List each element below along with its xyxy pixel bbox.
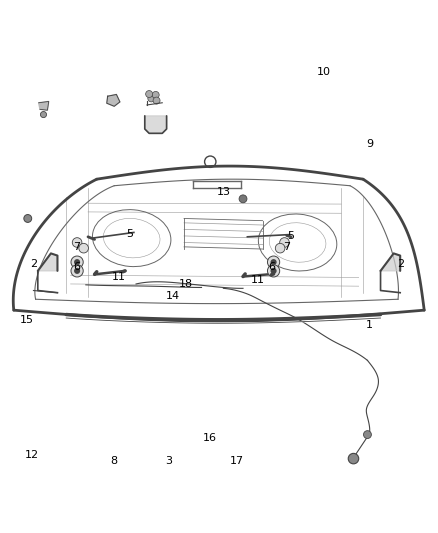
Text: 8: 8 <box>111 456 118 466</box>
Circle shape <box>280 238 289 247</box>
Circle shape <box>276 244 285 253</box>
Circle shape <box>239 195 247 203</box>
Polygon shape <box>107 94 120 106</box>
Polygon shape <box>381 253 400 271</box>
Circle shape <box>268 256 280 268</box>
Text: 6: 6 <box>268 262 275 271</box>
Polygon shape <box>39 101 49 110</box>
Text: 10: 10 <box>317 67 331 77</box>
Text: 15: 15 <box>20 315 34 325</box>
Text: 16: 16 <box>203 433 217 442</box>
Text: 5: 5 <box>287 231 294 241</box>
Text: 13: 13 <box>216 187 230 197</box>
Text: 1: 1 <box>366 320 373 330</box>
Text: 11: 11 <box>112 272 126 282</box>
Polygon shape <box>145 116 166 133</box>
Text: 18: 18 <box>179 279 193 289</box>
Circle shape <box>24 215 32 222</box>
Circle shape <box>271 259 277 265</box>
Text: 7: 7 <box>283 242 290 252</box>
Text: 6: 6 <box>74 262 81 271</box>
Circle shape <box>364 431 371 439</box>
Circle shape <box>146 91 152 98</box>
Circle shape <box>148 95 155 102</box>
Text: 9: 9 <box>366 139 373 149</box>
Circle shape <box>71 256 83 268</box>
Circle shape <box>79 244 88 253</box>
Circle shape <box>40 111 46 118</box>
Text: 14: 14 <box>166 291 180 301</box>
Text: 2: 2 <box>30 260 37 269</box>
Circle shape <box>74 268 80 274</box>
Circle shape <box>72 238 82 247</box>
Circle shape <box>152 92 159 99</box>
Text: 17: 17 <box>230 456 244 466</box>
Text: 11: 11 <box>251 274 265 285</box>
Text: 2: 2 <box>397 260 404 269</box>
Text: 5: 5 <box>126 229 133 239</box>
Circle shape <box>153 97 160 104</box>
Text: 7: 7 <box>74 242 81 252</box>
Circle shape <box>348 454 359 464</box>
Text: 3: 3 <box>165 456 172 466</box>
Circle shape <box>71 265 83 277</box>
Polygon shape <box>38 253 57 271</box>
Circle shape <box>74 259 80 265</box>
Circle shape <box>268 265 280 277</box>
Circle shape <box>271 268 277 274</box>
Text: 12: 12 <box>25 450 39 460</box>
